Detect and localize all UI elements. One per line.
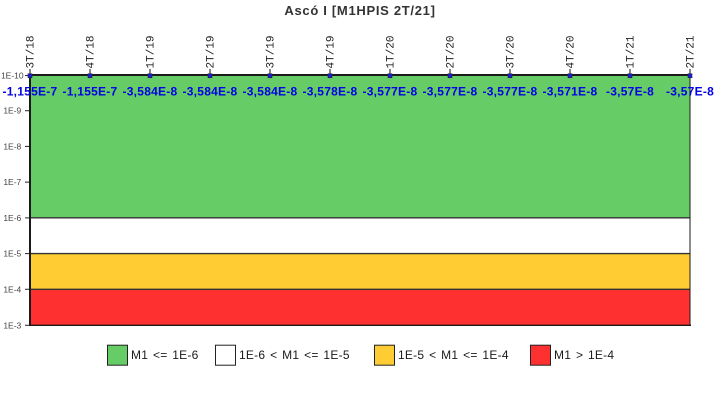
svg-text:-3,578E-8: -3,578E-8 bbox=[303, 85, 358, 99]
svg-text:Ascó I [M1HPIS 2T/21]: Ascó I [M1HPIS 2T/21] bbox=[284, 3, 435, 18]
svg-text:3T/20: 3T/20 bbox=[506, 35, 518, 68]
svg-text:1E-4: 1E-4 bbox=[3, 284, 21, 294]
svg-text:1T/21: 1T/21 bbox=[626, 35, 638, 68]
svg-text:4T/19: 4T/19 bbox=[326, 35, 338, 68]
svg-text:-3,57E-8: -3,57E-8 bbox=[666, 85, 714, 99]
svg-text:1T/20: 1T/20 bbox=[386, 35, 398, 68]
svg-text:2T/21: 2T/21 bbox=[686, 35, 698, 68]
svg-text:1E-9: 1E-9 bbox=[3, 106, 21, 116]
svg-text:-3,584E-8: -3,584E-8 bbox=[243, 85, 298, 99]
svg-text:3T/18: 3T/18 bbox=[26, 35, 38, 68]
svg-text:1E-6 < M1 <= 1E-5: 1E-6 < M1 <= 1E-5 bbox=[239, 348, 350, 362]
svg-text:-3,571E-8: -3,571E-8 bbox=[543, 85, 598, 99]
svg-text:4T/18: 4T/18 bbox=[86, 35, 98, 68]
svg-text:2T/20: 2T/20 bbox=[446, 35, 458, 68]
svg-text:4T/20: 4T/20 bbox=[566, 35, 578, 68]
svg-text:1E-5 < M1 <= 1E-4: 1E-5 < M1 <= 1E-4 bbox=[398, 348, 509, 362]
svg-text:-3,577E-8: -3,577E-8 bbox=[483, 85, 538, 99]
svg-text:1E-8: 1E-8 bbox=[3, 141, 21, 151]
svg-text:-3,577E-8: -3,577E-8 bbox=[423, 85, 478, 99]
svg-text:3T/19: 3T/19 bbox=[266, 35, 278, 68]
svg-text:-3,57E-8: -3,57E-8 bbox=[606, 85, 654, 99]
svg-text:2T/19: 2T/19 bbox=[206, 35, 218, 68]
svg-text:1E-3: 1E-3 bbox=[3, 320, 21, 330]
svg-text:-3,577E-8: -3,577E-8 bbox=[363, 85, 418, 99]
svg-text:M1 <= 1E-6: M1 <= 1E-6 bbox=[131, 348, 199, 362]
svg-text:1E-6: 1E-6 bbox=[3, 213, 21, 223]
svg-text:1T/19: 1T/19 bbox=[146, 35, 158, 68]
svg-text:-3,584E-8: -3,584E-8 bbox=[123, 85, 178, 99]
svg-text:1E-7: 1E-7 bbox=[3, 177, 21, 187]
svg-text:-1,155E-7: -1,155E-7 bbox=[63, 85, 118, 99]
svg-text:1E-10: 1E-10 bbox=[1, 71, 24, 81]
svg-text:-1,155E-7: -1,155E-7 bbox=[3, 85, 58, 99]
svg-text:-3,584E-8: -3,584E-8 bbox=[183, 85, 238, 99]
svg-text:1E-5: 1E-5 bbox=[3, 249, 21, 259]
svg-text:M1 > 1E-4: M1 > 1E-4 bbox=[554, 348, 614, 362]
